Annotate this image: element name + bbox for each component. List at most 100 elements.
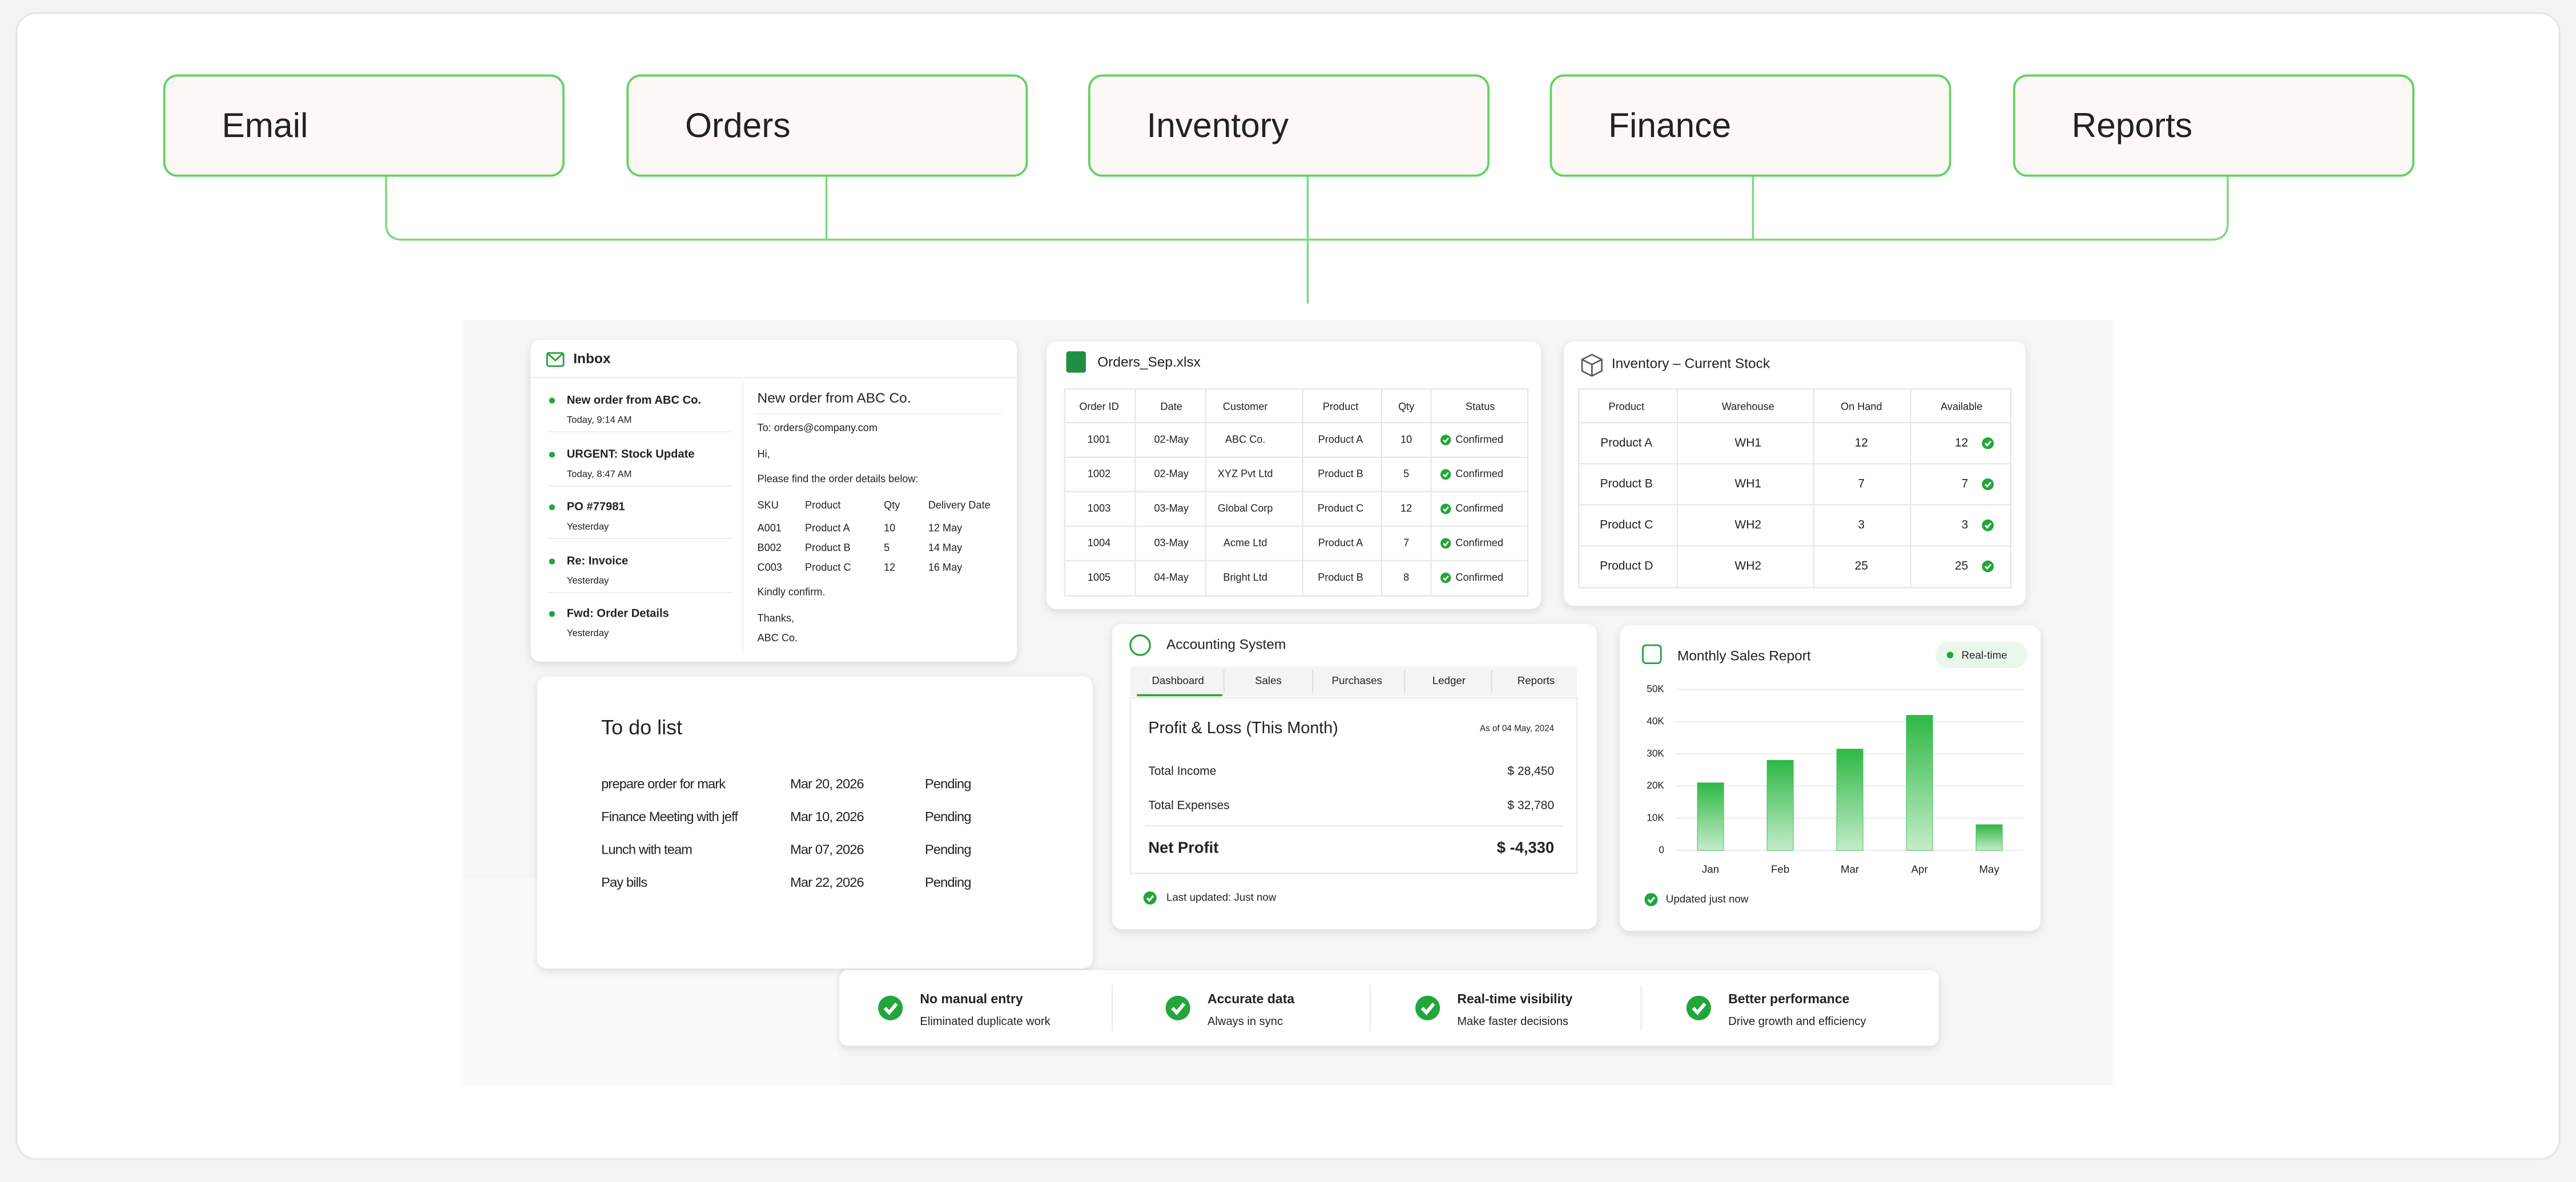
benefit-text: Make faster decisions xyxy=(1457,1015,1568,1028)
check-mark xyxy=(1985,564,1992,570)
todo-cell: Finance Meeting with jeff xyxy=(601,809,738,824)
net-value: $ -4,330 xyxy=(1497,839,1554,857)
orders-card xyxy=(1046,341,1541,609)
orders-cell: ABC Co. xyxy=(1225,433,1265,445)
benefit-text: Always in sync xyxy=(1208,1015,1283,1028)
check-mark xyxy=(1171,1002,1186,1016)
net-label: Net Profit xyxy=(1148,839,1218,857)
message-time: Today, 8:47 AM xyxy=(567,468,632,479)
unread-dot xyxy=(549,397,556,404)
orders-cell: 7 xyxy=(1403,537,1409,548)
available-value: 3 xyxy=(1962,518,1969,532)
status-text: Confirmed xyxy=(1456,468,1504,480)
inventory-cell: WH1 xyxy=(1734,436,1761,449)
chart-title: Monthly Sales Report xyxy=(1677,648,1811,664)
available-value: 12 xyxy=(1955,436,1968,449)
inventory-cell: 3 xyxy=(1858,518,1865,532)
status-text: Confirmed xyxy=(1456,502,1504,514)
check-mark xyxy=(1146,895,1154,902)
email-table-header: Delivery Date xyxy=(928,499,991,510)
orders-cell: Product B xyxy=(1318,468,1363,480)
y-tick-label: 20K xyxy=(1647,779,1664,791)
orders-title: Orders_Sep.xlsx xyxy=(1097,355,1201,370)
check-mark xyxy=(1443,575,1449,581)
check-mark xyxy=(1420,1002,1435,1016)
check-icon xyxy=(1143,891,1157,905)
module-box xyxy=(1088,74,1490,177)
email-table-cell: 16 May xyxy=(928,562,963,573)
email-table-header: SKU xyxy=(758,499,779,510)
benefit-title: Real-time visibility xyxy=(1457,991,1572,1006)
email-table-cell: 10 xyxy=(884,522,895,534)
email-table-cell: B002 xyxy=(758,542,782,553)
email-text: Hi, xyxy=(758,448,770,460)
pl-label: Total Expenses xyxy=(1148,799,1229,812)
email-subject: New order from ABC Co. xyxy=(758,391,911,406)
bar xyxy=(1906,715,1933,851)
check-icon xyxy=(1440,572,1451,584)
message-subject: PO #77981 xyxy=(567,501,625,513)
check-icon xyxy=(1165,995,1190,1020)
todo-title: To do list xyxy=(601,715,682,739)
orders-cell: 8 xyxy=(1403,572,1409,583)
pl-value: $ 28,450 xyxy=(1507,765,1554,778)
orders-header: Qty xyxy=(1398,401,1415,412)
inventory-header: On Hand xyxy=(1841,401,1882,412)
module-box xyxy=(163,74,565,177)
check-icon xyxy=(1982,478,1994,491)
badge xyxy=(1935,642,2027,669)
todo-cell: Pending xyxy=(925,842,971,857)
message-subject: New order from ABC Co. xyxy=(567,394,701,407)
inventory-header: Available xyxy=(1941,401,1982,412)
orders-cell: 1003 xyxy=(1088,502,1110,514)
email-text: Kindly confirm. xyxy=(758,586,826,598)
accounting-tab: Reports xyxy=(1518,674,1555,686)
benefit-title: Better performance xyxy=(1728,991,1849,1006)
todo-cell: Mar 20, 2026 xyxy=(790,776,864,791)
check-mark xyxy=(1443,506,1449,512)
orders-cell: XYZ Pvt Ltd xyxy=(1218,468,1273,480)
accounting-icon xyxy=(1129,634,1151,656)
orders-cell: 10 xyxy=(1400,433,1412,445)
status-text: Confirmed xyxy=(1456,572,1504,583)
pl-heading: Profit & Loss (This Month) xyxy=(1148,719,1338,737)
email-table-cell: C003 xyxy=(758,562,782,573)
accounting-tab: Purchases xyxy=(1332,674,1382,686)
orders-cell: Product B xyxy=(1318,572,1363,583)
orders-cell: 5 xyxy=(1403,468,1409,480)
y-tick-label: 10K xyxy=(1647,811,1664,823)
unread-dot xyxy=(549,558,556,565)
orders-header: Order ID xyxy=(1079,401,1118,412)
check-icon xyxy=(1644,893,1658,906)
table-frame xyxy=(1064,388,1529,597)
email-table-cell: 12 May xyxy=(928,522,963,534)
orders-cell: 12 xyxy=(1400,502,1412,514)
message-time: Today, 9:14 AM xyxy=(567,414,632,425)
todo-card xyxy=(537,676,1093,969)
y-tick-label: 0 xyxy=(1659,844,1664,855)
email-table-cell: Product C xyxy=(805,562,851,573)
benefit-text: Drive growth and efficiency xyxy=(1728,1015,1866,1028)
todo-cell: Lunch with team xyxy=(601,842,692,857)
check-icon xyxy=(1982,437,1994,449)
orders-header: Product xyxy=(1323,401,1358,412)
inventory-header: Warehouse xyxy=(1722,401,1774,412)
check-icon xyxy=(1440,504,1451,514)
orders-header: Status xyxy=(1466,401,1495,412)
inventory-cell: 25 xyxy=(1855,559,1868,572)
orders-cell: 02-May xyxy=(1154,468,1189,480)
orders-cell: 1005 xyxy=(1088,572,1110,583)
message-time: Yesterday xyxy=(567,628,609,638)
bar xyxy=(1697,782,1724,851)
pl-box xyxy=(1129,697,1578,874)
x-tick-label: Feb xyxy=(1771,863,1789,875)
check-mark xyxy=(1443,472,1449,478)
accounting-tab: Ledger xyxy=(1432,674,1466,686)
inventory-cell: Product C xyxy=(1600,518,1653,532)
accounting-tab: Sales xyxy=(1255,674,1282,686)
status-text: Confirmed xyxy=(1456,433,1504,445)
check-icon xyxy=(878,995,903,1020)
inventory-cell: WH2 xyxy=(1734,518,1761,532)
module-label: Orders xyxy=(685,106,791,144)
